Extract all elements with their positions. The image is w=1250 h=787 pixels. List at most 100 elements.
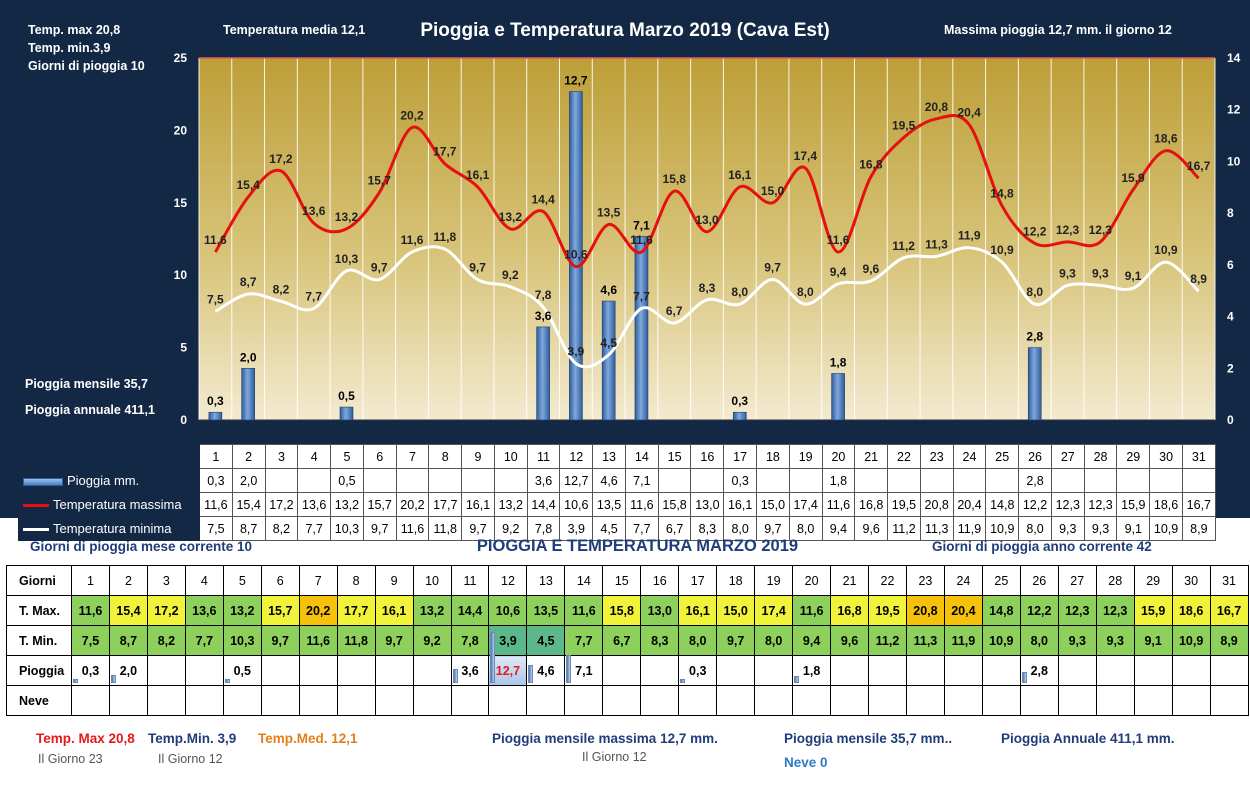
footer-tmed: Temp.Med. 12,1: [258, 731, 358, 746]
tmax-data-label: 12,3: [1056, 223, 1080, 237]
rain-value-cell: 2,8: [1018, 468, 1052, 493]
summary-day-cell: 2: [108, 565, 148, 596]
tmin-data-label: 8,3: [699, 281, 716, 295]
summary-tmax-cell: 14,8: [981, 595, 1021, 626]
summary-tmin-cell: 3,9: [488, 625, 528, 656]
summary-day-cell: 26: [1019, 565, 1059, 596]
summary-rain-mini-bar: [566, 654, 572, 683]
summary-snow-cell: [602, 685, 642, 716]
summary-snow-cell: [1057, 685, 1097, 716]
tmin-data-label: 9,3: [1092, 266, 1109, 280]
tmax-data-label: 20,8: [925, 100, 949, 114]
day-number-cell: 11: [526, 444, 561, 469]
y-right-tick-label: 12: [1227, 103, 1241, 117]
summary-tmin-cell: 8,3: [640, 625, 680, 656]
summary-rain-cell: [981, 655, 1021, 686]
summary-snow-cell: [450, 685, 490, 716]
summary-day-cell: 22: [868, 565, 907, 596]
summary-day-cell: 23: [905, 565, 945, 596]
tmin-data-label: 9,3: [1059, 266, 1076, 280]
rain-data-label: 2,0: [240, 350, 257, 364]
tmin-value-cell: 9,3: [1050, 516, 1085, 541]
day-number-cell: 24: [952, 444, 987, 469]
tmax-data-label: 15,4: [236, 178, 260, 192]
summary-day-cell: 6: [260, 565, 300, 596]
summary-tmin-cell: 11,6: [298, 625, 338, 656]
tmax-value-cell: 16,8: [854, 492, 889, 517]
summary-tmin-cell: 11,2: [868, 625, 907, 656]
tmax-value-cell: 13,0: [690, 492, 725, 517]
day-number-cell: 21: [854, 444, 889, 469]
rain-value-cell: [788, 468, 823, 493]
tmin-data-label: 9,1: [1125, 269, 1142, 283]
summary-tmax-cell: 16,7: [1209, 595, 1249, 626]
tmax-data-label: 20,4: [958, 106, 982, 120]
tmin-value-cell: 3,9: [559, 516, 594, 541]
day-header-row: 1 2 3 4 5 6 7 8 9 10 11 12 13 14 15 16 17 18 19 20 21 22 23 24 2…: [18, 444, 1216, 469]
y-right-tick-label: 8: [1227, 206, 1234, 220]
tmax-data-label: 13,2: [499, 210, 523, 224]
tmin-value-cell: 7,7: [297, 516, 332, 541]
rain-data-label: 1,8: [830, 355, 847, 369]
y-right-tick-label: 6: [1227, 258, 1234, 272]
tmax-row-legend-swatch: [23, 504, 49, 508]
summary-day-cell: 9: [374, 565, 414, 596]
rain-value-cell: 1,8: [821, 468, 856, 493]
tmax-value-cell: 11,6: [821, 492, 856, 517]
summary-rain-cell: 0,3: [678, 655, 718, 686]
rain-row-label-text: Pioggia mm.: [67, 473, 140, 488]
rain-row-label: Pioggia mm.: [18, 468, 200, 493]
tmin-value-cell: 8,3: [690, 516, 725, 541]
summary-tmin-cell: 8,0: [678, 625, 718, 656]
summary-rain-cell: [1133, 655, 1173, 686]
summary-tmax-cell: 15,0: [716, 595, 756, 626]
rain-value-cell: [887, 468, 921, 493]
tmax-value-cell: 14,8: [985, 492, 1020, 517]
tmin-value-cell: 9,7: [756, 516, 790, 541]
summary-day-cell: 8: [336, 565, 376, 596]
tmin-data-label: 7,5: [207, 292, 224, 306]
tmin-data-label: 9,4: [830, 265, 847, 279]
summary-snow-cell: [108, 685, 148, 716]
tmax-data-label: 16,7: [1187, 159, 1211, 173]
summary-rain-value: 0,5: [233, 663, 251, 678]
summary-tmin-cell: 9,4: [792, 625, 832, 656]
tmin-data-label: 6,7: [666, 304, 683, 318]
summary-tmax-cell: 12,3: [1057, 595, 1097, 626]
summary-day-cell: 13: [526, 565, 566, 596]
summary-day-cell: 28: [1095, 565, 1135, 596]
summary-snow-cell: [184, 685, 224, 716]
footer-rain-year: Pioggia Annuale 411,1 mm.: [1001, 731, 1175, 746]
summary-tmin-cell: 9,3: [1095, 625, 1135, 656]
tmin-data-label: 8,9: [1190, 272, 1207, 286]
rain-data-label: 0,5: [338, 389, 355, 403]
rain-value-cell: [985, 468, 1020, 493]
summary-day-cell: 10: [412, 565, 452, 596]
tmin-data-label: 8,2: [273, 282, 290, 296]
rain-bar: [831, 373, 845, 421]
summary-tmax-cell: 11,6: [564, 595, 604, 626]
rain-value-cell: [264, 468, 299, 493]
tmax-data-label: 14,8: [990, 187, 1014, 201]
summary-tmax-cell: 18,6: [1171, 595, 1211, 626]
rain-data-label: 7,1: [633, 218, 650, 232]
summary-tmax-cell: 13,5: [526, 595, 566, 626]
tmin-value-cell: 11,6: [395, 516, 430, 541]
tmin-data-label: 11,3: [925, 237, 948, 251]
tmax-value-cell: 13,5: [592, 492, 626, 517]
summary-rain-cell: [412, 655, 452, 686]
summary-tmin-row: T. Min. 7,5 8,7 8,2 7,7 10,3 9,7 11,6 11,8 9,7 9,2…: [6, 625, 1249, 656]
tmax-row: Temperatura massima 11,6 15,4 17,2 13,6 13,2 1…: [18, 492, 1216, 517]
summary-tmax-cell: 14,4: [450, 595, 490, 626]
tmin-data-label: 11,8: [433, 230, 456, 244]
tmax-value-cell: 13,6: [297, 492, 332, 517]
tmin-data-label: 8,7: [240, 275, 257, 289]
tmax-value-cell: 16,1: [723, 492, 758, 517]
summary-rain-mini-bar: [528, 664, 534, 683]
summary-tmax-cell: 19,5: [868, 595, 907, 626]
summary-tmin-cell: 8,2: [146, 625, 186, 656]
tmin-row-label: Temperatura minima: [18, 516, 200, 541]
rain-value-cell: [395, 468, 430, 493]
summary-snow-cell: [830, 685, 870, 716]
rain-bar: [339, 406, 354, 421]
